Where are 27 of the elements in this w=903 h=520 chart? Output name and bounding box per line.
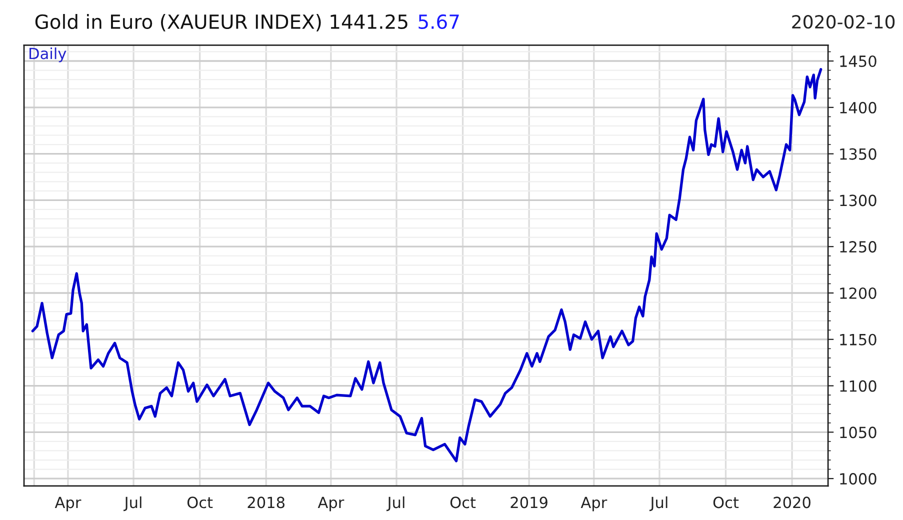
y-tick-label: 1200 <box>840 287 876 300</box>
y-tick-label: 1450 <box>840 55 876 68</box>
text: 5.67 <box>418 14 459 30</box>
line-series <box>31 68 822 462</box>
y-tick-label: 1150 <box>840 334 876 346</box>
y-tick-label: 1050 <box>840 426 876 438</box>
y-tick-label: 1300 <box>840 194 876 206</box>
annotation: Daily <box>30 47 66 62</box>
x-tick-label: Jul <box>386 496 404 512</box>
chart-title: Gold in Euro (XAUEUR INDEX) 1441.25 <box>35 14 408 32</box>
x-tick-label: Oct <box>187 496 213 508</box>
x-tick-label: Oct <box>713 496 739 508</box>
x-tick-label: Apr <box>318 496 344 512</box>
y-tick-label: 1400 <box>840 102 876 114</box>
y-tick-label: 1000 <box>840 473 876 485</box>
x-tick-label: Apr <box>54 496 82 512</box>
y-tick-label: 1100 <box>840 380 876 392</box>
x-tick-label: 2020 <box>774 496 810 508</box>
x-tick-label: Apr <box>580 496 608 512</box>
y-tick-label: 1250 <box>840 241 876 253</box>
x-tick-label: 2019 <box>510 496 548 508</box>
x-tick-label: Jul <box>649 496 668 512</box>
x-tick-label: 2018 <box>248 496 284 508</box>
y-tick-label: 1350 <box>840 148 876 160</box>
text: 2020-02-10 <box>792 14 895 29</box>
x-tick-label: Oct <box>450 496 476 508</box>
x-tick-label: Jul <box>124 496 142 512</box>
